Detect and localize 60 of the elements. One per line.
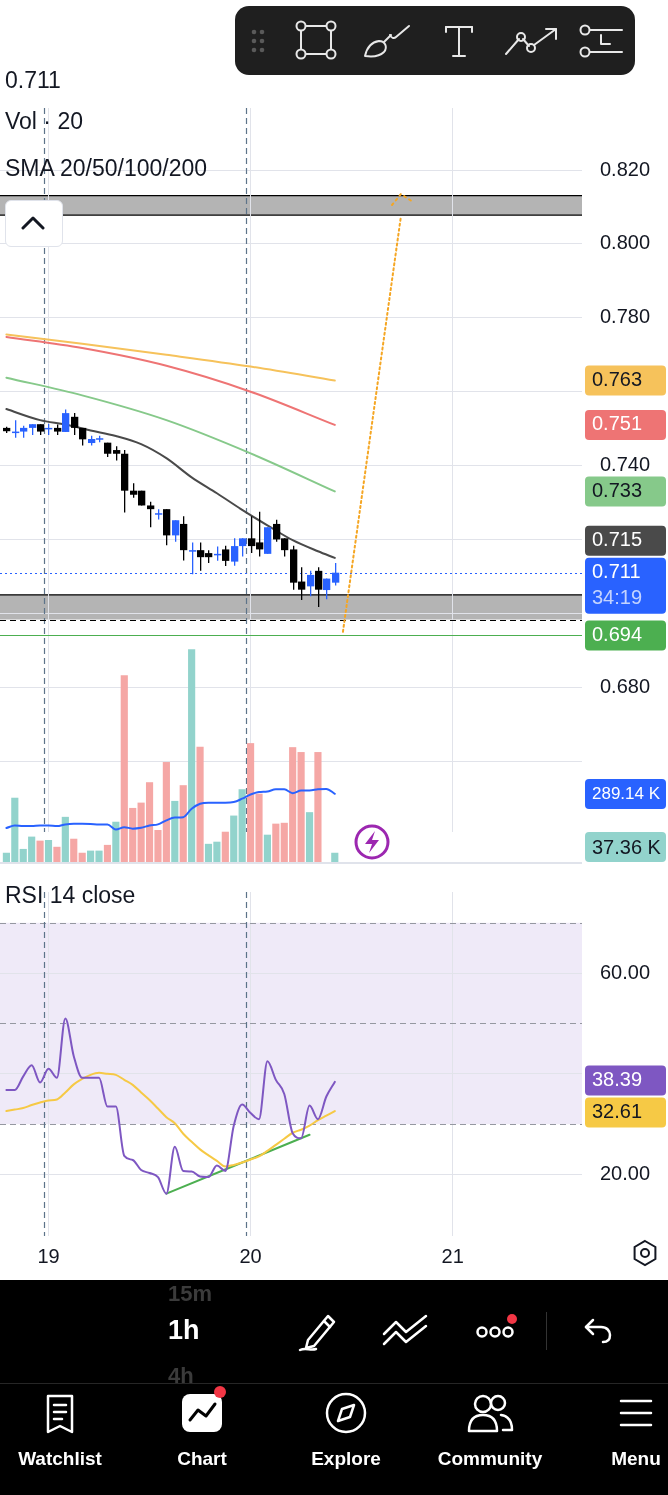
x-tick-label: 20: [239, 1244, 262, 1267]
text: Watchlist: [18, 1447, 102, 1470]
text: 0.763: [592, 368, 643, 391]
bar: [188, 649, 196, 862]
bar: [44, 840, 53, 862]
text: 4h: [168, 1363, 194, 1389]
chart-title: Vol · 20: [5, 107, 83, 135]
bar: [238, 789, 246, 862]
bar: [61, 816, 69, 862]
bar: [36, 840, 44, 862]
chart-title: RSI 14 close: [5, 881, 136, 909]
line-series: [5, 336, 336, 426]
y-tick-label: 0.800: [600, 231, 651, 254]
bar: [272, 823, 280, 862]
bar: [221, 831, 229, 862]
line-series: [5, 333, 336, 382]
bar: [78, 852, 86, 862]
text: 0.751: [592, 412, 643, 435]
text: 15m: [168, 1281, 213, 1307]
ref-line-label: 0.694: [592, 623, 643, 645]
bar: [305, 812, 314, 862]
bar: [171, 800, 179, 862]
text: Menu: [611, 1447, 661, 1470]
chart-subtitle: 0.711: [5, 66, 61, 94]
y-tick-label: 0.820: [600, 157, 651, 180]
text: 0.733: [592, 478, 643, 501]
y-tick-label: 0.680: [600, 674, 651, 697]
bar: [196, 746, 204, 862]
bar: [179, 785, 187, 862]
bar: [103, 844, 112, 862]
y-tick-label: 20.00: [600, 1162, 651, 1185]
bar: [53, 846, 61, 862]
annotation: SMA 20/50/100/200: [5, 154, 208, 182]
text: Explore: [311, 1447, 381, 1470]
bar: [314, 752, 322, 862]
bar: [230, 815, 238, 862]
ref-line-label: 0.711: [592, 560, 641, 583]
text: 1h: [168, 1315, 200, 1346]
text: 37.36 K: [585, 832, 666, 862]
line-series: [5, 408, 336, 559]
text: 38.39: [592, 1068, 643, 1090]
x-tick-label: 21: [441, 1244, 464, 1267]
bar: [112, 821, 120, 862]
y-tick-label: 0.740: [600, 453, 651, 476]
y-tick-label: 0.780: [600, 305, 651, 328]
bar: [263, 834, 271, 862]
bar: [297, 752, 305, 862]
bar: [331, 852, 339, 862]
line-series: [5, 376, 336, 493]
text: 0.715: [592, 528, 643, 551]
text: Chart: [177, 1447, 227, 1470]
text: Community: [437, 1447, 543, 1470]
text: 34:19: [592, 586, 643, 609]
line-series: [5, 1017, 336, 1195]
text: 289.14 K: [585, 778, 666, 809]
bar: [70, 838, 78, 862]
x-tick-label: 19: [37, 1244, 60, 1267]
y-tick-label: 60.00: [600, 960, 651, 983]
line-series: [5, 1071, 336, 1168]
text: 32.61: [592, 1100, 643, 1122]
